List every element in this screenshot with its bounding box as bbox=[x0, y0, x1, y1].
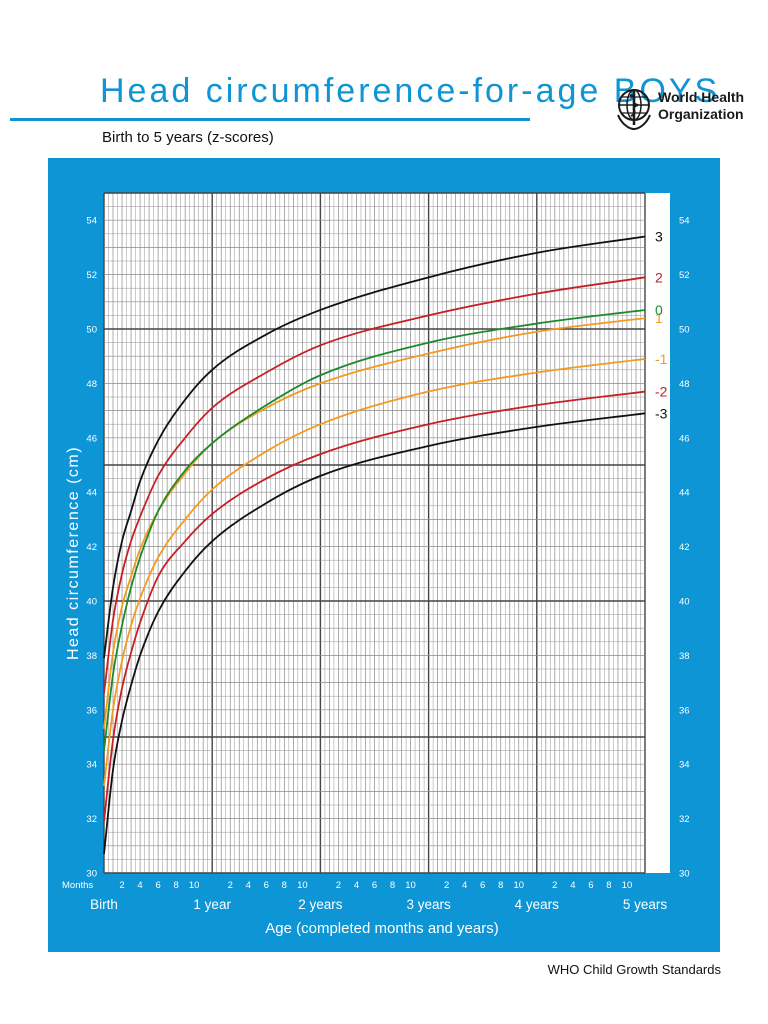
x-month-tick-label: 6 bbox=[480, 880, 485, 891]
y-tick-label: 36 bbox=[86, 705, 97, 716]
y-tick-label: 42 bbox=[86, 542, 97, 553]
y-tick-label: 32 bbox=[679, 814, 690, 825]
y-tick-label: 30 bbox=[86, 869, 97, 880]
x-month-tick-label: 2 bbox=[228, 880, 233, 891]
z-score-curve bbox=[103, 317, 646, 729]
logo-text: World Health Organization bbox=[658, 89, 744, 123]
y-tick-label: 44 bbox=[86, 488, 97, 499]
z-score-curve bbox=[103, 412, 646, 855]
x-year-label: 5 years bbox=[623, 897, 668, 912]
x-month-tick-label: 2 bbox=[552, 880, 557, 891]
z-score-curve bbox=[103, 309, 646, 751]
series-labels: 3 2 10 -1 -2 -3 bbox=[655, 229, 668, 422]
y-ticks-right: 30 32 34 36 38 40 42 44 46 48 50 52 54 bbox=[679, 216, 690, 880]
chart-subtitle: Birth to 5 years (z-scores) bbox=[102, 129, 274, 146]
y-tick-label: 32 bbox=[86, 814, 97, 825]
x-year-label: Birth bbox=[90, 897, 118, 912]
label-column bbox=[645, 193, 670, 873]
months-label: Months bbox=[62, 880, 93, 891]
x-month-tick-label: 8 bbox=[390, 880, 395, 891]
y-tick-label: 36 bbox=[679, 705, 690, 716]
series-label: 2 bbox=[655, 269, 663, 285]
z-score-curve bbox=[103, 276, 646, 694]
x-ticks: Months 2 4 6 8 10 2 4 6 8 10 2 4 6 8 10 2 4 6 8 10 2 4 6 8 10 Birt… bbox=[62, 880, 667, 912]
grid bbox=[103, 192, 646, 874]
x-month-tick-label: 8 bbox=[498, 880, 503, 891]
series-label: 3 bbox=[655, 229, 663, 245]
series-label: -2 bbox=[655, 384, 668, 400]
series-label: -1 bbox=[655, 351, 668, 367]
footer-text: WHO Child Growth Standards bbox=[547, 962, 721, 977]
z-score-curve bbox=[103, 358, 646, 787]
x-month-tick-label: 10 bbox=[189, 880, 200, 891]
y-tick-label: 54 bbox=[679, 216, 690, 227]
x-month-tick-label: 4 bbox=[462, 880, 467, 891]
y-ticks-left: 30 32 34 36 38 40 42 44 46 48 50 52 54 bbox=[86, 216, 97, 880]
y-tick-label: 42 bbox=[679, 542, 690, 553]
x-month-tick-label: 4 bbox=[354, 880, 359, 891]
y-tick-label: 46 bbox=[679, 433, 690, 444]
x-year-label: 3 years bbox=[406, 897, 451, 912]
x-month-tick-label: 8 bbox=[606, 880, 611, 891]
x-month-tick-label: 6 bbox=[372, 880, 377, 891]
x-month-tick-label: 4 bbox=[570, 880, 575, 891]
x-month-tick-label: 2 bbox=[119, 880, 124, 891]
chart-title: Head circumference-for-age BOYS bbox=[100, 72, 721, 110]
y-tick-label: 44 bbox=[679, 488, 690, 499]
x-month-tick-label: 10 bbox=[405, 880, 416, 891]
y-tick-label: 48 bbox=[86, 379, 97, 390]
z-score-curves bbox=[103, 235, 646, 855]
x-month-tick-label: 6 bbox=[155, 880, 160, 891]
y-tick-label: 38 bbox=[679, 651, 690, 662]
x-month-tick-label: 10 bbox=[513, 880, 524, 891]
x-month-tick-label: 8 bbox=[282, 880, 287, 891]
z-score-curve bbox=[103, 390, 646, 822]
y-tick-label: 30 bbox=[679, 869, 690, 880]
x-month-tick-label: 4 bbox=[246, 880, 251, 891]
x-month-tick-label: 6 bbox=[588, 880, 593, 891]
x-month-tick-label: 2 bbox=[336, 880, 341, 891]
y-tick-label: 34 bbox=[679, 760, 690, 771]
y-tick-label: 46 bbox=[86, 433, 97, 444]
x-month-tick-label: 10 bbox=[297, 880, 308, 891]
x-year-label: 4 years bbox=[515, 897, 560, 912]
y-tick-label: 50 bbox=[679, 325, 690, 336]
y-tick-label: 40 bbox=[86, 597, 97, 608]
x-axis-label: Age (completed months and years) bbox=[265, 920, 498, 937]
y-tick-label: 34 bbox=[86, 760, 97, 771]
who-emblem-icon bbox=[617, 89, 651, 131]
logo-line-1: World Health bbox=[658, 89, 745, 105]
y-tick-label: 50 bbox=[86, 325, 97, 336]
x-month-tick-label: 4 bbox=[137, 880, 142, 891]
y-tick-label: 52 bbox=[679, 270, 690, 281]
y-tick-label: 48 bbox=[679, 379, 690, 390]
title-underline bbox=[10, 118, 530, 121]
y-tick-label: 52 bbox=[86, 270, 97, 281]
who-logo: World Health Organization bbox=[614, 85, 754, 135]
y-tick-label: 40 bbox=[679, 597, 690, 608]
series-label: 0 bbox=[655, 302, 663, 318]
series-label: -3 bbox=[655, 405, 668, 421]
x-year-label: 1 year bbox=[193, 897, 231, 912]
logo-line-2: Organization bbox=[658, 106, 744, 122]
x-month-tick-label: 2 bbox=[444, 880, 449, 891]
x-month-tick-label: 6 bbox=[264, 880, 269, 891]
y-tick-label: 54 bbox=[86, 216, 97, 227]
z-score-curve bbox=[103, 235, 646, 659]
x-month-tick-label: 8 bbox=[173, 880, 178, 891]
y-axis-label: Head circumference (cm) bbox=[65, 446, 82, 660]
y-tick-label: 38 bbox=[86, 651, 97, 662]
x-year-label: 2 years bbox=[298, 897, 343, 912]
x-month-tick-label: 10 bbox=[622, 880, 633, 891]
series-label: 1 bbox=[655, 310, 663, 326]
